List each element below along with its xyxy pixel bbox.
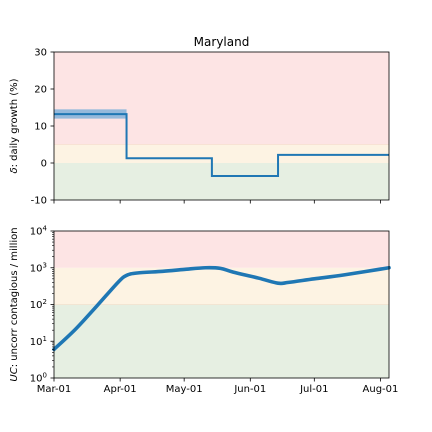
top-series-layer xyxy=(54,113,389,177)
bottom-y-axis-label: UC: uncorr contagious / million xyxy=(9,227,20,381)
top-y-tick-label: 20 xyxy=(34,85,47,96)
top-x-ticks xyxy=(53,200,381,204)
bottom-y-tick-label: 102 xyxy=(30,298,47,311)
bottom-band-low xyxy=(54,304,389,378)
daily-growth-line xyxy=(54,113,389,177)
bottom-x-ticks: Mar-01 Apr-01 May-01 Jun-01 Jul-01 Aug-01 xyxy=(37,378,399,395)
bottom-y-tick-label: 100 xyxy=(30,372,47,385)
top-y-tick-label: 30 xyxy=(34,48,47,59)
bottom-y-tick-label: 104 xyxy=(30,225,48,238)
x-tick-label: Jul-01 xyxy=(299,384,328,395)
chart-title: Maryland xyxy=(194,35,250,49)
bottom-y-tick-label: 103 xyxy=(30,261,47,274)
top-y-ticks: -10 0 10 20 30 xyxy=(31,48,54,207)
top-band-moderate xyxy=(54,144,389,163)
bottom-band-high xyxy=(54,231,389,268)
x-tick-label: Aug-01 xyxy=(363,384,399,395)
bottom-y-tick-label: 101 xyxy=(30,335,47,348)
x-tick-label: Apr-01 xyxy=(104,384,137,395)
bottom-y-ticks: 100 101 102 103 104 xyxy=(30,225,54,385)
bottom-band-layer xyxy=(54,231,389,378)
top-y-tick-label: -10 xyxy=(31,196,47,207)
top-band-layer xyxy=(54,52,389,200)
bottom-panel-contagious: 100 101 102 103 104 Mar-01 Apr-01 May-01 Jun-01… xyxy=(9,225,398,396)
x-tick-label: May-01 xyxy=(166,384,203,395)
top-band-decline xyxy=(54,163,389,200)
bottom-series-layer xyxy=(52,265,391,352)
top-y-axis-label: δ: daily growth (%) xyxy=(9,78,20,173)
top-y-tick-label: 0 xyxy=(41,159,47,170)
top-y-tick-label: 10 xyxy=(34,122,47,133)
x-tick-label: Jun-01 xyxy=(233,384,266,395)
bottom-band-moderate xyxy=(54,267,389,305)
top-panel-daily-growth: -10 0 10 20 30 Maryland δ: daily growth (%) xyxy=(9,35,390,207)
x-tick-label: Mar-01 xyxy=(37,384,72,395)
top-band-high xyxy=(54,52,389,145)
contagious-line xyxy=(52,265,391,352)
